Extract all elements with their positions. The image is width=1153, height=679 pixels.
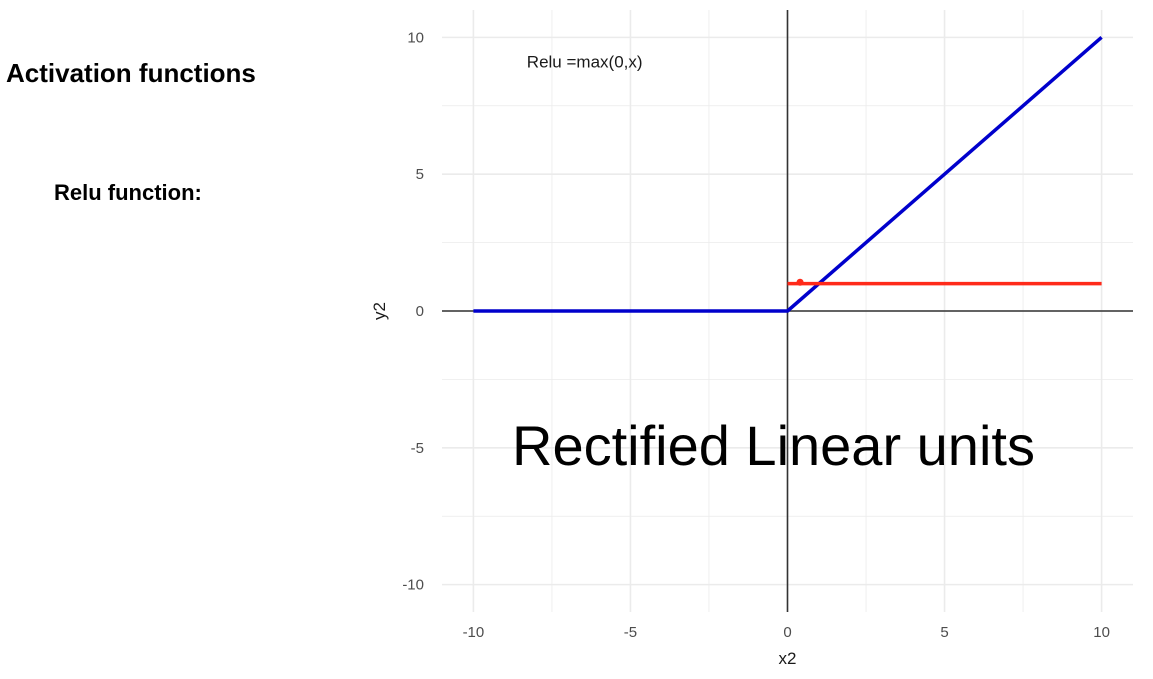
tick-label-layer: -10 -5 0 5 10 -10 -5 0 5 10 <box>402 29 1110 641</box>
y-axis-title: y2 <box>370 302 389 320</box>
y-tick-label: -5 <box>411 440 424 457</box>
x-tick-label: 0 <box>783 624 791 641</box>
y-tick-label: 0 <box>416 303 424 320</box>
x-tick-label: 10 <box>1093 624 1110 641</box>
x-tick-label: 5 <box>940 624 948 641</box>
series-layer <box>473 36 1103 313</box>
y-tick-label: -10 <box>402 577 424 594</box>
slide-subheading: Relu function: <box>54 180 202 205</box>
slide-heading: Activation functions <box>6 58 256 88</box>
relu-formula-annotation: Relu =max(0,x) <box>527 52 643 71</box>
y-tick-label: 10 <box>407 29 424 46</box>
x-axis-title: x2 <box>779 649 797 668</box>
y-tick-label: 5 <box>416 166 424 183</box>
series-marker <box>796 278 804 286</box>
overlay-caption: Rectified Linear units <box>512 414 1035 477</box>
x-tick-label: -5 <box>624 624 637 641</box>
x-tick-label: -10 <box>463 624 485 641</box>
series-line-0 <box>473 36 1103 313</box>
